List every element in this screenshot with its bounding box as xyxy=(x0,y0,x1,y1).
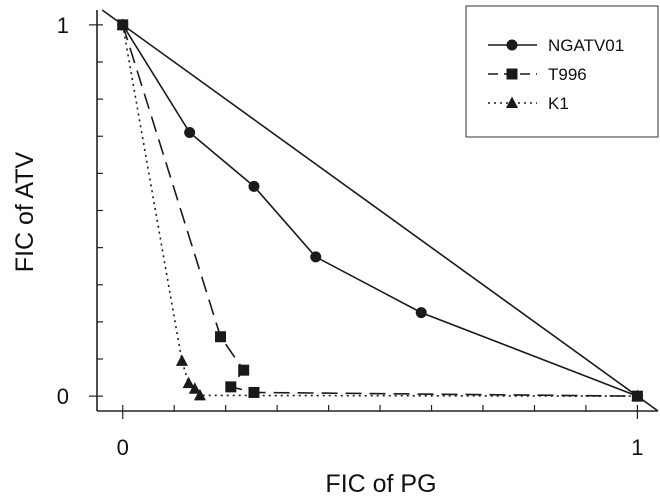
plot-area xyxy=(101,9,659,412)
legend-label-k1: K1 xyxy=(548,94,569,113)
data-point-t996 xyxy=(238,364,250,376)
data-point-k1 xyxy=(631,389,644,402)
data-point-k1 xyxy=(193,388,206,401)
data-point-k1 xyxy=(188,382,201,394)
series-line-ngatv01 xyxy=(122,24,638,397)
data-point-ngatv01 xyxy=(248,180,260,192)
data-point-k1 xyxy=(175,354,188,366)
x-tick-label: 0 xyxy=(117,435,129,460)
y-axis-label: FIC of ATV xyxy=(11,151,39,272)
data-point-t996 xyxy=(248,386,260,398)
data-point-t996 xyxy=(215,331,227,343)
data-point-k1 xyxy=(182,376,195,389)
legend-box xyxy=(465,5,659,138)
series-line-t996 xyxy=(121,24,638,397)
data-point-t996 xyxy=(225,381,237,393)
axes: 0 1 0 1 xyxy=(57,10,658,460)
legend-label-ngatv01: NGATV01 xyxy=(548,36,624,55)
legend: NGATV01 T996 K1 xyxy=(465,5,659,138)
y-tick-label: 0 xyxy=(57,384,69,409)
legend-marker-ngatv01 xyxy=(506,39,518,51)
legend-marker-t996 xyxy=(506,68,518,80)
data-point-k1 xyxy=(116,18,129,30)
data-point-ngatv01 xyxy=(310,251,322,263)
data-point-ngatv01 xyxy=(415,307,427,319)
y-tick-label: 1 xyxy=(57,13,69,38)
additivity-line xyxy=(101,9,659,412)
data-point-ngatv01 xyxy=(184,127,196,139)
legend-label-t996: T996 xyxy=(548,65,587,84)
x-tick-label: 1 xyxy=(631,435,643,460)
legend-marker-k1 xyxy=(506,96,518,108)
x-axis-label: FIC of PG xyxy=(325,470,436,498)
